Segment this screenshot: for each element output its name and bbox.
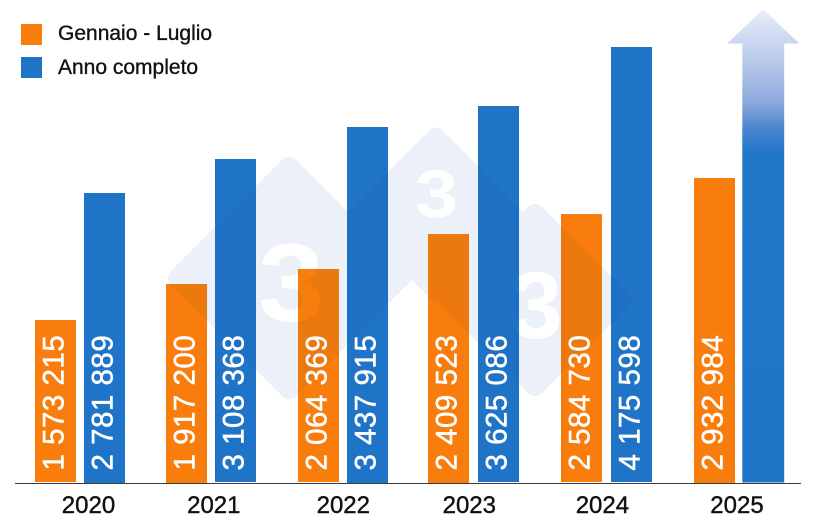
svg-text:3: 3 <box>415 158 458 232</box>
svg-text:3: 3 <box>415 158 458 232</box>
svg-text:3: 3 <box>510 253 563 359</box>
svg-text:3: 3 <box>258 222 324 345</box>
